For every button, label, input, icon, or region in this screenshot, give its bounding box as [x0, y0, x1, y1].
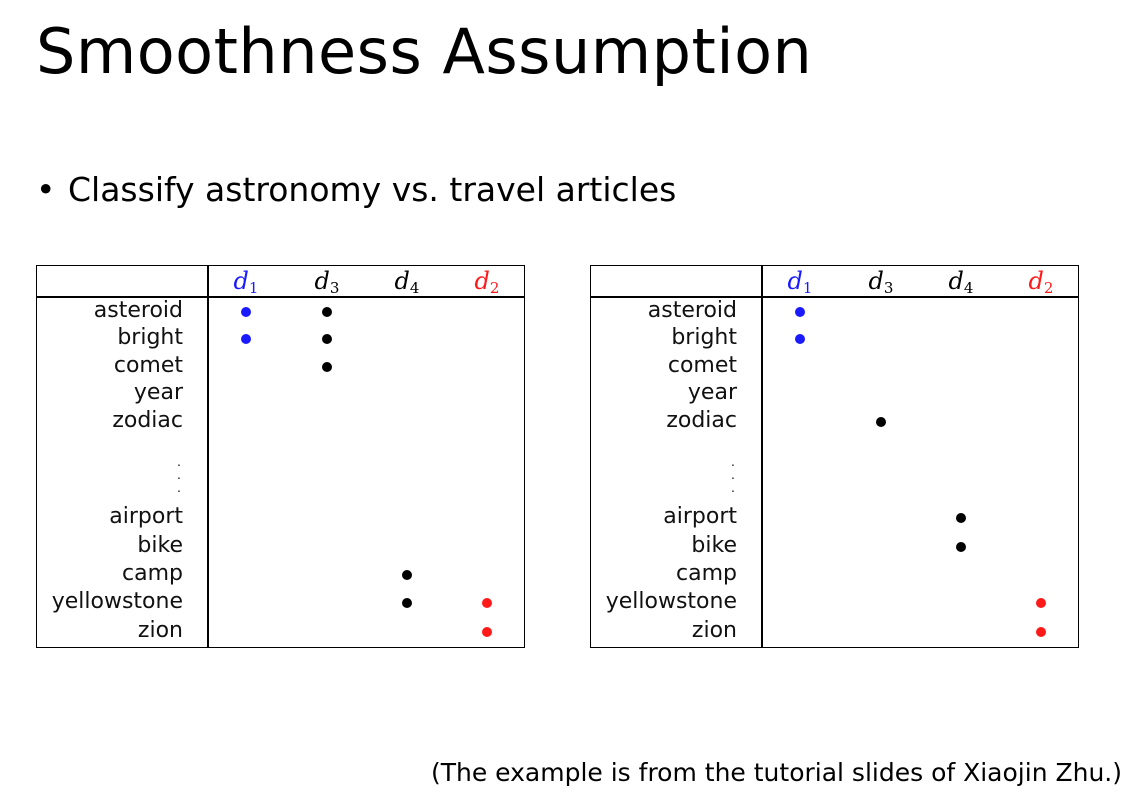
doc-header-d4: d4	[941, 266, 981, 303]
term-label-bright: bright	[117, 325, 183, 350]
term-label-airport: airport	[109, 504, 183, 529]
occurrence-dot-d3-asteroid	[322, 307, 332, 317]
vertical-ellipsis-dot: ·	[730, 456, 736, 472]
matrix-divider-horizontal	[591, 296, 1078, 298]
doc-header-subscript: 3	[329, 279, 340, 297]
occurrence-dot-d2-yellowstone	[482, 598, 492, 608]
occurrence-dot-d1-asteroid	[241, 307, 251, 317]
occurrence-dot-d2-zion	[1036, 627, 1046, 637]
doc-header-base: d	[868, 267, 884, 295]
term-label-asteroid: asteroid	[647, 298, 737, 323]
occurrence-dot-d1-bright	[795, 334, 805, 344]
doc-header-base: d	[314, 267, 330, 295]
term-label-asteroid: asteroid	[93, 298, 183, 323]
doc-header-subscript: 1	[248, 279, 259, 297]
term-label-year: year	[687, 380, 737, 405]
slide-title: Smoothness Assumption	[36, 15, 813, 88]
doc-header-base: d	[394, 267, 410, 295]
vertical-ellipsis-dot: ·	[176, 469, 182, 485]
occurrence-dot-d4-camp	[402, 570, 412, 580]
occurrence-dot-d3-bright	[322, 334, 332, 344]
occurrence-dot-d3-zodiac	[876, 417, 886, 427]
matrix-divider-vertical	[761, 266, 763, 647]
term-label-zion: zion	[137, 618, 183, 643]
occurrence-dot-d1-asteroid	[795, 307, 805, 317]
occurrence-dot-d4-airport	[956, 513, 966, 523]
doc-header-base: d	[787, 267, 803, 295]
doc-header-d1: d1	[780, 266, 820, 303]
occurrence-dot-d3-comet	[322, 362, 332, 372]
doc-header-subscript: 2	[489, 279, 500, 297]
term-label-camp: camp	[676, 561, 737, 586]
doc-header-base: d	[1028, 267, 1044, 295]
term-label-yellowstone: yellowstone	[605, 589, 737, 614]
doc-header-subscript: 1	[802, 279, 813, 297]
term-label-comet: comet	[667, 353, 737, 378]
doc-header-d2: d2	[467, 266, 507, 303]
occurrence-dot-d4-bike	[956, 542, 966, 552]
occurrence-dot-d1-bright	[241, 334, 251, 344]
term-label-airport: airport	[663, 504, 737, 529]
term-label-bike: bike	[691, 533, 737, 558]
occurrence-dot-d2-yellowstone	[1036, 598, 1046, 608]
term-label-camp: camp	[122, 561, 183, 586]
doc-header-base: d	[948, 267, 964, 295]
doc-header-d4: d4	[387, 266, 427, 303]
doc-header-subscript: 4	[409, 279, 420, 297]
term-label-bike: bike	[137, 533, 183, 558]
matrix-divider-vertical	[207, 266, 209, 647]
vertical-ellipsis-dot: ·	[176, 456, 182, 472]
doc-header-d3: d3	[861, 266, 901, 303]
term-label-zion: zion	[691, 618, 737, 643]
term-label-year: year	[133, 380, 183, 405]
doc-header-subscript: 2	[1043, 279, 1054, 297]
vertical-ellipsis-dot: ·	[176, 482, 182, 498]
bullet-text: Classify astronomy vs. travel articles	[68, 170, 677, 209]
term-label-comet: comet	[113, 353, 183, 378]
doc-header-base: d	[474, 267, 490, 295]
doc-header-subscript: 3	[883, 279, 894, 297]
doc-header-d2: d2	[1021, 266, 1061, 303]
occurrence-dot-d2-zion	[482, 627, 492, 637]
occurrence-dot-d4-yellowstone	[402, 598, 412, 608]
term-document-matrix-right: d1 d3 d4 d2 asteroid bright comet year zodiac air…	[590, 265, 1079, 648]
doc-header-subscript: 4	[963, 279, 974, 297]
term-label-bright: bright	[671, 325, 737, 350]
term-label-zodiac: zodiac	[112, 408, 183, 433]
source-caption: (The example is from the tutorial slides…	[430, 758, 1122, 787]
bullet-point: • Classify astronomy vs. travel articles	[36, 168, 676, 212]
doc-header-base: d	[233, 267, 249, 295]
term-label-yellowstone: yellowstone	[51, 589, 183, 614]
doc-header-d3: d3	[307, 266, 347, 303]
doc-header-d1: d1	[226, 266, 266, 303]
bullet-icon: •	[36, 170, 56, 209]
vertical-ellipsis-dot: ·	[730, 482, 736, 498]
vertical-ellipsis-dot: ·	[730, 469, 736, 485]
term-label-zodiac: zodiac	[666, 408, 737, 433]
term-document-matrix-left: d1 d3 d4 d2 asteroid bright comet year zodiac air…	[36, 265, 525, 648]
matrix-divider-horizontal	[37, 296, 524, 298]
